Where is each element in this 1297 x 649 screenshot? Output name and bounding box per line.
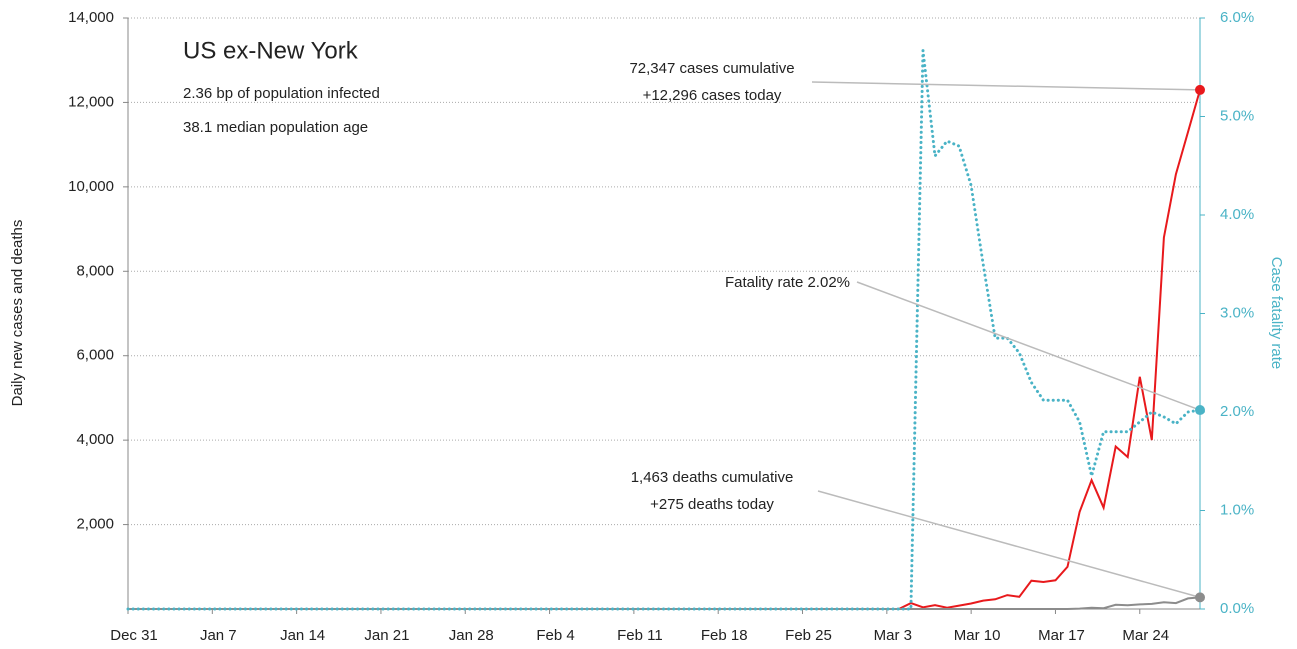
y-tick-label: 10,000	[68, 178, 114, 195]
subtitle: 38.1 median population age	[183, 119, 368, 136]
x-tick-label: Feb 25	[785, 627, 832, 644]
end-marker	[1195, 405, 1205, 416]
y-axis-label: Daily new cases and deaths	[9, 220, 26, 407]
leader-line	[817, 490, 1201, 599]
x-tick-label: Mar 17	[1038, 627, 1085, 644]
x-tick-label: Jan 21	[364, 627, 409, 644]
x-tick-label: Jan 7	[200, 627, 237, 644]
annotation: +12,296 cases today	[643, 87, 782, 104]
x-tick-label: Feb 4	[536, 627, 574, 644]
end-marker	[1195, 592, 1205, 603]
x-tick-label: Feb 18	[701, 627, 748, 644]
y2-tick-label: 6.0%	[1220, 9, 1254, 26]
x-tick-label: Jan 14	[280, 627, 325, 644]
y-tick-label: 6,000	[76, 347, 114, 364]
y-tick-label: 14,000	[68, 9, 114, 26]
x-tick-label: Dec 31	[110, 627, 158, 644]
x-tick-label: Mar 24	[1122, 627, 1169, 644]
x-tick-label: Feb 11	[617, 627, 663, 644]
chart-title: US ex-New York	[183, 37, 359, 64]
x-tick-label: Jan 28	[449, 627, 494, 644]
leader-line	[811, 81, 1201, 91]
leader-line	[856, 281, 1201, 411]
y2-tick-label: 5.0%	[1220, 107, 1254, 124]
y-tick-label: 2,000	[76, 516, 114, 533]
y-tick-label: 12,000	[68, 93, 114, 110]
y2-tick-label: 0.0%	[1220, 600, 1254, 617]
y2-tick-label: 2.0%	[1220, 403, 1254, 420]
y-tick-label: 4,000	[76, 431, 114, 448]
annotation: Fatality rate 2.02%	[725, 274, 850, 291]
annotation: +275 deaths today	[650, 496, 774, 513]
y2-tick-label: 3.0%	[1220, 304, 1254, 321]
y2-tick-label: 1.0%	[1220, 501, 1254, 518]
x-tick-label: Mar 10	[954, 627, 1001, 644]
subtitle: 2.36 bp of population infected	[183, 85, 380, 102]
y2-tick-label: 4.0%	[1220, 206, 1254, 223]
y2-axis-label: Case fatality rate	[1268, 257, 1285, 370]
series-line	[128, 596, 1201, 610]
y-tick-label: 8,000	[76, 262, 114, 279]
annotation: 72,347 cases cumulative	[629, 60, 794, 77]
annotation: 1,463 deaths cumulative	[631, 469, 794, 486]
series-line	[126, 50, 1202, 611]
end-marker	[1195, 84, 1205, 95]
x-tick-label: Mar 3	[874, 627, 912, 644]
